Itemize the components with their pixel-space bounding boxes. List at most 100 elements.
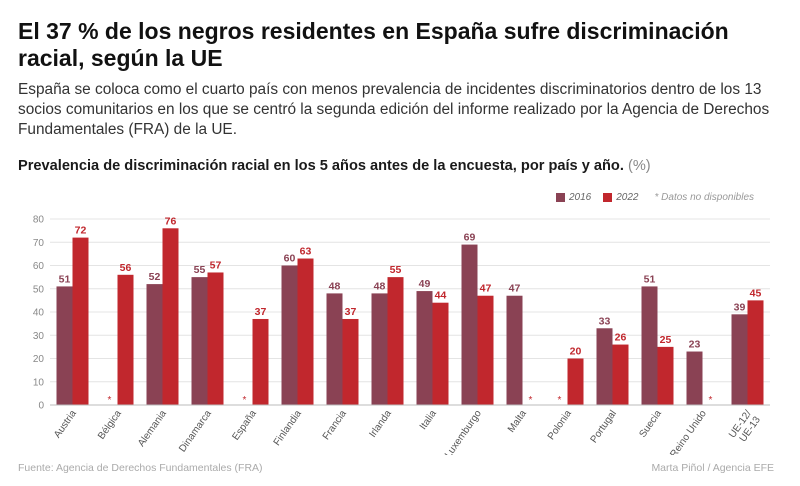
x-tick-label: Portugal [589,408,619,445]
x-tick-label: UE-12/UE-13 [727,408,763,446]
data-label: 52 [149,271,161,283]
x-tick-label: Irlanda [367,408,394,440]
x-tick-label: Polonia [546,408,574,442]
x-tick-label: Austria [52,408,79,440]
headline: El 37 % de los negros residentes en Espa… [18,18,729,71]
x-tick-label: Dinamarca [177,408,214,454]
chart-unit: (%) [627,158,651,174]
data-label: 48 [374,280,386,292]
bar-2022 [297,258,314,405]
x-tick-label: Luxemburgo [443,408,484,455]
bar-2022 [567,358,584,405]
data-label: 37 [255,306,267,318]
y-tick-label: 70 [33,238,45,249]
y-tick-label: 50 [33,284,45,295]
data-label: 47 [509,283,521,295]
data-label: 26 [615,332,627,344]
bar-2022 [252,318,269,405]
missing-marker: * [529,395,533,406]
data-label: 69 [464,232,476,244]
data-label: 56 [120,262,132,274]
data-label: 60 [284,253,296,265]
credit-text: Marta Piñol / Agencia EFE [651,462,774,474]
bar-2016 [191,277,208,405]
missing-marker: * [243,395,247,406]
data-label: 39 [734,301,746,313]
x-tick-label: Bélgica [96,408,124,442]
missing-marker: * [558,395,562,406]
missing-marker: * [709,395,713,406]
chart-title: Prevalencia de discriminación racial en … [18,158,651,174]
bar-2016 [686,351,703,405]
data-label: 44 [435,290,447,302]
legend-item-2016: 2016 [556,192,591,203]
x-tick-label: Alemania [136,408,169,449]
bar-2016 [281,265,298,405]
data-label: 33 [599,315,611,327]
bar-2016 [506,295,523,405]
data-label: 57 [210,259,222,271]
data-label: 47 [480,283,492,295]
y-tick-label: 80 [33,215,45,226]
x-tick-label: Malta [506,408,529,435]
bar-2016 [416,291,433,405]
bar-2022 [477,295,494,405]
bar-2022 [657,346,674,405]
bar-chart: 0 10 20 30 40 50 60 70 80 51 72 Austria * 56 Bélgica 52… [33,215,770,455]
data-label: 48 [329,280,341,292]
bar-2016 [146,284,163,405]
data-label: 37 [345,306,357,318]
y-tick-label: 30 [33,331,45,342]
x-tick-label: España [230,408,259,442]
data-label: 72 [75,225,87,237]
bar-2022 [117,274,134,405]
x-tick-label: Finlandia [272,408,305,448]
legend-label-2022: 2022 [616,192,639,203]
bar-2022 [162,228,179,405]
data-label: 20 [570,346,582,358]
x-tick-label: Italia [418,408,439,432]
data-label: 51 [644,273,656,285]
bar-2022 [387,277,404,405]
y-tick-label: 0 [38,401,44,412]
y-tick-label: 20 [33,354,45,365]
legend-note: * Datos no disponibles [654,192,755,203]
legend: 2016 2022 * Datos no disponibles [556,192,754,203]
bar-2016 [731,314,748,405]
data-label: 55 [390,264,402,276]
chart-title-text: Prevalencia de discriminación racial en … [18,158,624,174]
legend-swatch-2016 [556,193,565,202]
data-label: 49 [419,278,431,290]
data-label: 45 [750,287,762,299]
missing-marker: * [108,395,112,406]
bar-2022 [72,237,89,405]
data-label: 23 [689,339,701,351]
bar-2016 [596,328,613,405]
bar-2022 [207,272,224,405]
data-label: 76 [165,215,177,227]
bar-2022 [747,300,764,405]
data-label: 25 [660,334,672,346]
bar-2022 [342,318,359,405]
bar-2016 [326,293,343,405]
bar-2016 [56,286,73,405]
bar-2022 [432,302,449,405]
legend-swatch-2022 [603,193,613,202]
bar-2022 [612,344,629,405]
data-label: 51 [59,273,71,285]
data-label: 63 [300,246,312,258]
y-tick-label: 60 [33,261,45,272]
legend-item-2022: 2022 [603,192,639,203]
source-text: Fuente: Agencia de Derechos Fundamentale… [18,462,263,474]
bar-2016 [641,286,658,405]
data-label: 55 [194,264,206,276]
subheadline: España se coloca como el cuarto país con… [18,81,770,138]
x-tick-label: Reino Unido [668,408,709,455]
y-tick-label: 40 [33,308,45,319]
y-tick-label: 10 [33,377,45,388]
legend-label-2016: 2016 [569,192,592,203]
bar-2016 [461,244,478,405]
x-tick-label: Francia [321,408,349,442]
x-tick-label: Suecia [637,408,664,440]
bar-2016 [371,293,388,405]
